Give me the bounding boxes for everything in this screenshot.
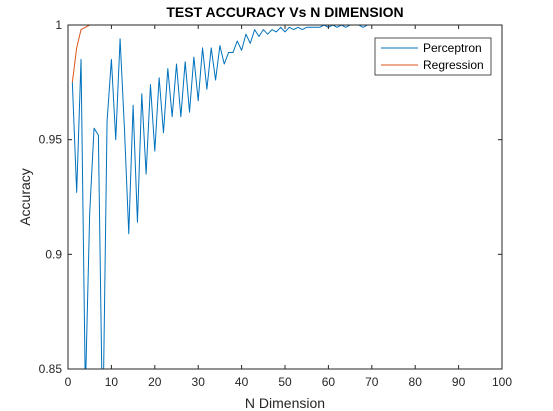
chart-title: TEST ACCURACY Vs N DIMENSION bbox=[166, 4, 403, 20]
series-line-perceptron bbox=[71, 25, 502, 369]
x-tick-label: 20 bbox=[148, 375, 162, 389]
y-tick-label: 1 bbox=[55, 18, 62, 32]
x-tick-label: 0 bbox=[65, 375, 72, 389]
x-axis-label: N Dimension bbox=[245, 395, 325, 411]
legend: Perceptron Regression bbox=[374, 37, 492, 76]
x-tick-label: 90 bbox=[452, 375, 466, 389]
y-axis-label: Accuracy bbox=[17, 168, 33, 226]
series-line-regression bbox=[71, 25, 502, 83]
x-tick-label: 10 bbox=[105, 375, 119, 389]
x-tick-label: 80 bbox=[409, 375, 423, 389]
legend-label-regression: Regression bbox=[423, 58, 484, 72]
legend-box bbox=[374, 37, 492, 76]
plot-area bbox=[68, 25, 502, 369]
y-tick-label: 0.95 bbox=[39, 133, 63, 147]
x-tick-label: 30 bbox=[192, 375, 206, 389]
x-tick-label: 70 bbox=[365, 375, 379, 389]
y-tick-label: 0.85 bbox=[39, 362, 63, 376]
x-tick-label: 40 bbox=[235, 375, 249, 389]
series-layer bbox=[71, 25, 502, 369]
x-tick-label: 50 bbox=[278, 375, 292, 389]
ticks-layer: 0 10 20 30 40 50 60 70 80 90 100 0.85 0.9 0.95 1 bbox=[39, 18, 513, 389]
x-tick-label: 60 bbox=[322, 375, 336, 389]
y-tick-label: 0.9 bbox=[45, 247, 62, 261]
legend-label-perceptron: Perceptron bbox=[423, 41, 482, 55]
x-tick-label: 100 bbox=[492, 375, 512, 389]
